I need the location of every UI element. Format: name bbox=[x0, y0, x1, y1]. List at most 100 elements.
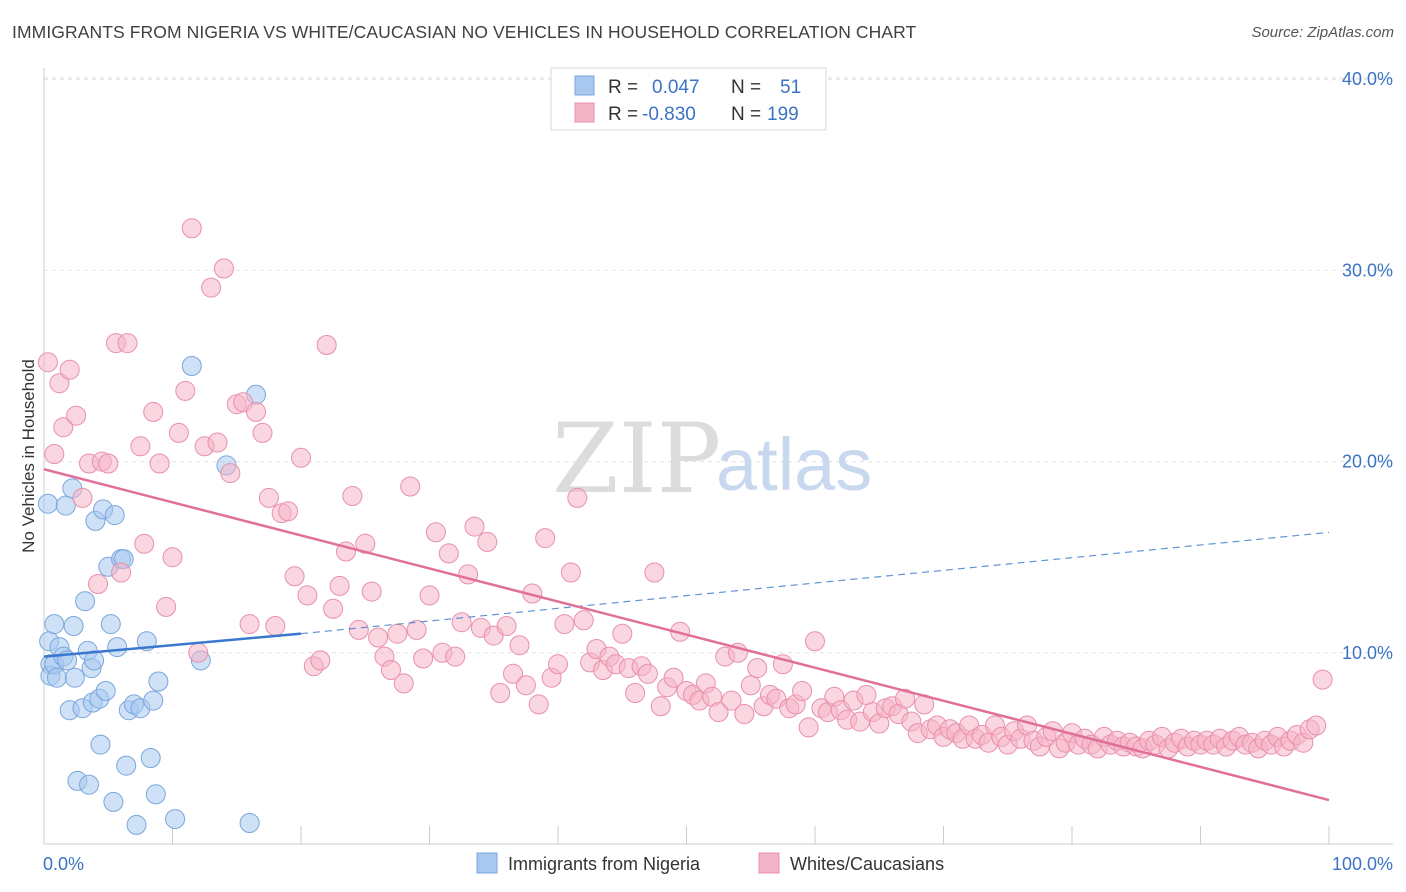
point-s1-68 bbox=[477, 531, 498, 552]
point-s1-62 bbox=[438, 543, 459, 564]
point-s1-56 bbox=[400, 476, 421, 497]
legend-r-value-1: 0.047 bbox=[652, 77, 700, 98]
point-s0-9 bbox=[55, 495, 76, 516]
legend-n-label-1: N = bbox=[731, 77, 761, 98]
legend-bottom: Immigrants from Nigeria Whites/Caucasian… bbox=[476, 852, 944, 874]
point-s1-19 bbox=[162, 547, 183, 568]
point-s1-33 bbox=[252, 422, 273, 443]
point-s1-71 bbox=[496, 616, 517, 636]
point-s1-43 bbox=[316, 335, 337, 355]
point-s1-51 bbox=[368, 627, 389, 648]
legend-r-label-1: R = bbox=[608, 77, 638, 98]
point-s1-14 bbox=[130, 436, 151, 457]
legend-swatch-whites bbox=[574, 102, 595, 123]
point-s1-3 bbox=[53, 417, 74, 438]
point-s1-73 bbox=[509, 635, 530, 656]
point-s1-66 bbox=[464, 516, 485, 537]
point-s1-0 bbox=[37, 352, 58, 373]
point-s0-41 bbox=[140, 748, 161, 768]
point-s0-43 bbox=[145, 784, 166, 805]
point-s1-197 bbox=[1306, 715, 1327, 736]
point-s1-133 bbox=[895, 688, 915, 709]
point-s1-16 bbox=[143, 401, 164, 422]
point-s1-31 bbox=[239, 614, 260, 635]
point-s0-4 bbox=[44, 614, 65, 635]
legend-r-value-2: -0.830 bbox=[642, 104, 696, 125]
point-s1-15 bbox=[134, 533, 155, 554]
point-s1-104 bbox=[708, 702, 729, 723]
point-s1-28 bbox=[220, 463, 241, 484]
point-s1-119 bbox=[805, 631, 825, 652]
y-tick-label-3: 40.0% bbox=[1342, 69, 1393, 89]
point-s0-14 bbox=[64, 667, 85, 688]
point-s1-110 bbox=[747, 658, 768, 679]
point-s0-19 bbox=[79, 774, 99, 795]
point-s0-27 bbox=[95, 681, 116, 701]
point-s1-10 bbox=[98, 453, 119, 474]
point-s1-63 bbox=[445, 646, 466, 667]
point-s1-1 bbox=[44, 444, 65, 464]
trend-line-0 bbox=[43, 632, 302, 658]
point-s0-38 bbox=[126, 814, 147, 835]
point-s1-47 bbox=[342, 486, 363, 506]
point-s1-83 bbox=[573, 610, 594, 631]
point-s1-72 bbox=[503, 663, 523, 684]
point-s1-32 bbox=[246, 401, 266, 422]
point-s1-42 bbox=[310, 650, 331, 671]
data-points bbox=[37, 218, 1333, 835]
point-s1-44 bbox=[323, 598, 344, 619]
point-s1-27 bbox=[213, 258, 234, 279]
point-s1-60 bbox=[425, 522, 446, 543]
legend-bottom-label-nigeria: Immigrants from Nigeria bbox=[508, 854, 701, 874]
point-s1-198 bbox=[1312, 669, 1333, 690]
point-s1-18 bbox=[156, 596, 177, 617]
point-s1-57 bbox=[406, 619, 427, 640]
legend-bottom-swatch-whites bbox=[758, 852, 780, 874]
legend-n-value-2: 199 bbox=[767, 104, 799, 125]
point-s1-106 bbox=[721, 690, 742, 711]
point-s1-59 bbox=[419, 585, 440, 606]
point-s0-45 bbox=[165, 809, 186, 830]
point-s1-2 bbox=[49, 373, 70, 394]
point-s0-25 bbox=[90, 734, 111, 755]
gridlines bbox=[44, 77, 1393, 654]
point-s1-25 bbox=[201, 277, 222, 298]
point-s1-117 bbox=[792, 681, 813, 701]
point-s0-32 bbox=[107, 637, 128, 658]
chart-title: IMMIGRANTS FROM NIGERIA VS WHITE/CAUCASI… bbox=[12, 22, 917, 42]
point-s1-89 bbox=[612, 623, 633, 644]
trend-line-extension-0 bbox=[300, 531, 1330, 635]
point-s1-118 bbox=[798, 717, 819, 738]
y-axis-label: No Vehicles in Household bbox=[19, 359, 38, 553]
point-s0-42 bbox=[143, 690, 164, 711]
legend-r-label-2: R = bbox=[608, 104, 638, 125]
legend-n-value-1: 51 bbox=[780, 77, 801, 98]
point-s1-40 bbox=[297, 585, 318, 606]
point-s1-8 bbox=[88, 574, 108, 594]
trend-lines bbox=[43, 468, 1330, 802]
point-s1-5 bbox=[66, 405, 87, 426]
point-s1-109 bbox=[740, 675, 761, 696]
point-s0-30 bbox=[103, 791, 124, 812]
point-s1-49 bbox=[355, 533, 376, 554]
point-s1-39 bbox=[291, 447, 311, 468]
point-s0-49 bbox=[239, 813, 260, 833]
point-s1-37 bbox=[278, 501, 299, 522]
point-s1-58 bbox=[413, 648, 434, 669]
point-s0-0 bbox=[37, 493, 58, 514]
point-s1-23 bbox=[188, 642, 209, 663]
point-s1-54 bbox=[387, 623, 408, 644]
point-s1-45 bbox=[329, 575, 350, 596]
legend-box bbox=[550, 67, 827, 131]
point-s1-74 bbox=[515, 675, 536, 696]
legend-bottom-swatch-nigeria bbox=[476, 852, 498, 874]
legend-bottom-label-whites: Whites/Caucasians bbox=[790, 854, 944, 874]
y-tick-label-2: 30.0% bbox=[1342, 260, 1393, 280]
point-s0-17 bbox=[75, 591, 96, 612]
point-s1-91 bbox=[625, 683, 646, 703]
point-s1-82 bbox=[567, 487, 588, 508]
point-s1-22 bbox=[181, 218, 202, 239]
point-s1-127 bbox=[856, 684, 877, 705]
point-s0-35 bbox=[116, 755, 137, 776]
